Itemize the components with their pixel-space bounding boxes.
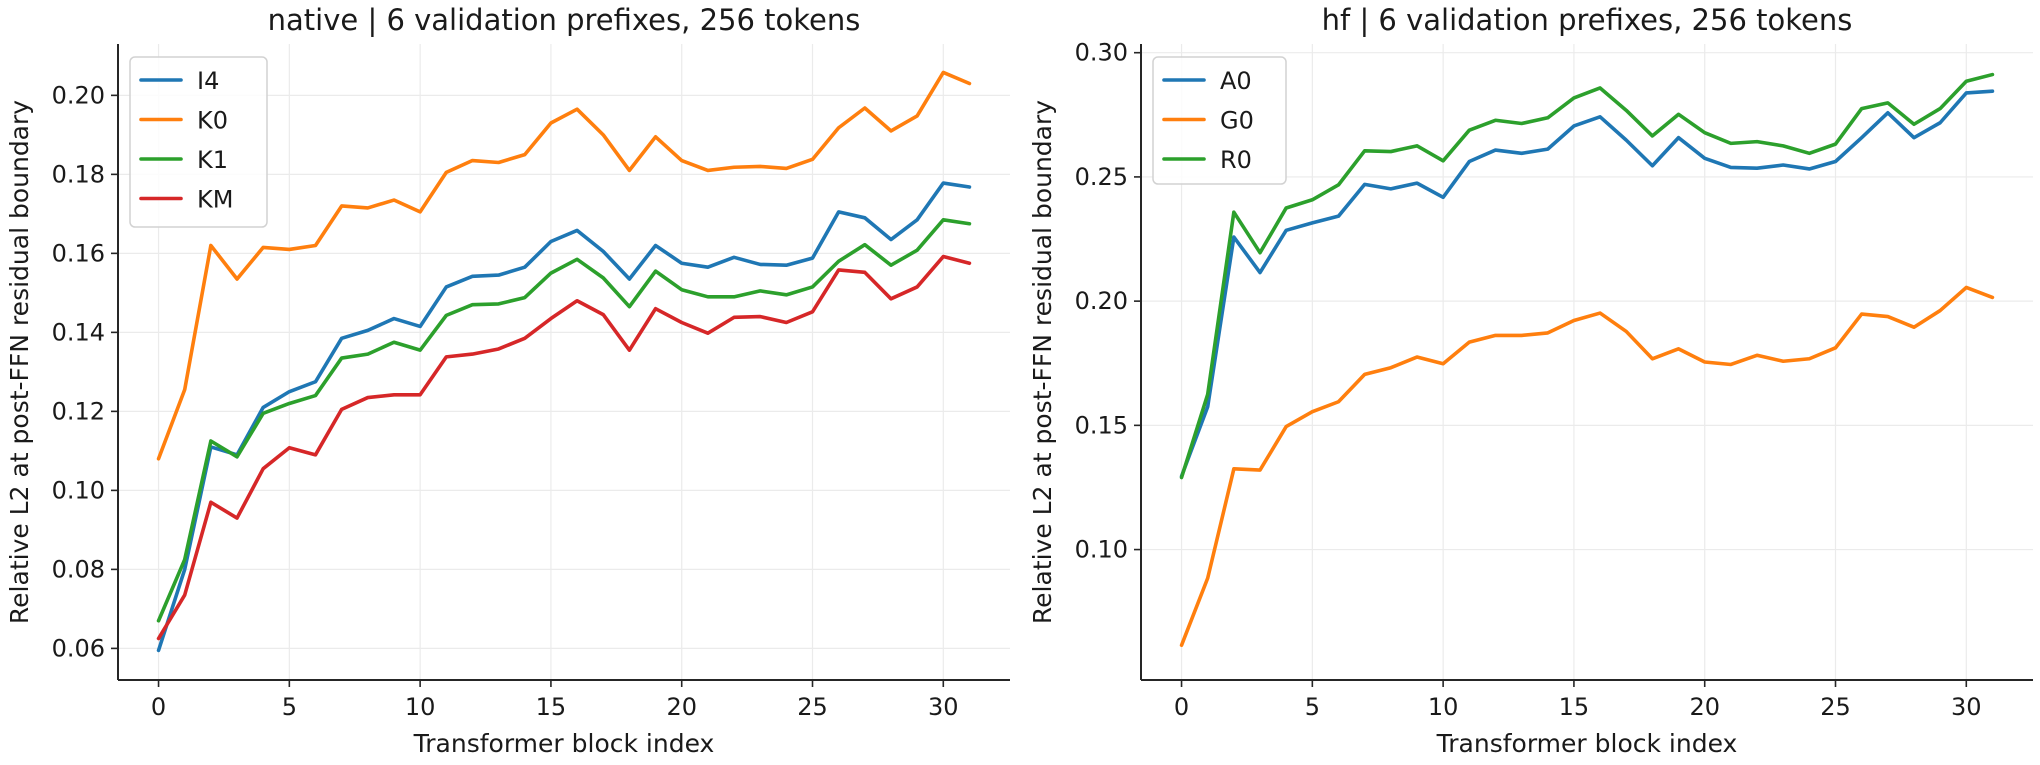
x-tick-label: 20 xyxy=(1689,693,1720,721)
legend: I4 K0 K1 KM xyxy=(129,56,268,228)
x-axis-label: Transformer block index xyxy=(1436,729,1738,758)
legend-label-i4: I4 xyxy=(197,67,219,95)
x-tick-label: 0 xyxy=(151,693,166,721)
y-tick-label: 0.30 xyxy=(1075,39,1128,67)
chart-title: native | 6 validation prefixes, 256 toke… xyxy=(268,3,861,37)
y-tick-label: 0.16 xyxy=(52,239,105,267)
y-tick-label: 0.10 xyxy=(1075,536,1128,564)
x-tick-label: 30 xyxy=(1951,693,1982,721)
y-tick-label: 0.10 xyxy=(52,476,105,504)
y-tick-label: 0.18 xyxy=(52,160,105,188)
x-axis-label: Transformer block index xyxy=(413,729,715,758)
legend: A0 G0 R0 xyxy=(1152,56,1287,185)
x-tick-label: 0 xyxy=(1174,693,1189,721)
series-line-a0 xyxy=(1179,89,1995,479)
y-tick-label: 0.14 xyxy=(52,318,105,346)
x-tick-label: 10 xyxy=(1428,693,1459,721)
legend-label-a0: A0 xyxy=(1220,67,1252,95)
legend-label-g0: G0 xyxy=(1220,107,1254,135)
series-line-i4 xyxy=(156,181,972,653)
x-tick-label: 15 xyxy=(1559,693,1590,721)
hf-chart-panel: 0 5 10 15 20 25 30 0.10 0.15 0.20 0.25 0.30 hf | 6 v… xyxy=(1028,3,2033,758)
series-line-km xyxy=(156,254,972,641)
legend-label-k1: K1 xyxy=(197,146,228,174)
y-tick-label: 0.06 xyxy=(52,634,105,662)
x-tick-label: 20 xyxy=(666,693,697,721)
x-tick-label: 30 xyxy=(928,693,959,721)
series-line-k1 xyxy=(156,217,972,623)
x-tick-label: 25 xyxy=(1820,693,1851,721)
y-tick-label: 0.08 xyxy=(52,555,105,583)
x-tick-label: 25 xyxy=(797,693,828,721)
legend-label-km: KM xyxy=(197,186,233,214)
y-axis-label: Relative L2 at post-FFN residual boundar… xyxy=(5,100,34,624)
series-line-g0 xyxy=(1179,285,1995,648)
legend-label-r0: R0 xyxy=(1220,146,1252,174)
y-tick-label: 0.12 xyxy=(52,397,105,425)
x-tick-label: 10 xyxy=(405,693,436,721)
legend-label-k0: K0 xyxy=(197,107,228,135)
legend-frame xyxy=(1152,56,1287,185)
y-tick-label: 0.25 xyxy=(1075,163,1128,191)
chart-title: hf | 6 validation prefixes, 256 tokens xyxy=(1322,3,1853,37)
x-tick-label: 5 xyxy=(282,693,297,721)
y-axis-label: Relative L2 at post-FFN residual boundar… xyxy=(1028,100,1057,624)
series-line-r0 xyxy=(1179,72,1995,480)
native-chart-panel: 0 5 10 15 20 25 30 0.06 0.08 0.10 0.12 0.14 0.16 0.18… xyxy=(5,3,1010,758)
y-tick-label: 0.20 xyxy=(1075,287,1128,315)
x-tick-label: 15 xyxy=(536,693,567,721)
y-tick-label: 0.20 xyxy=(52,81,105,109)
y-tick-label: 0.15 xyxy=(1075,411,1128,439)
legend-frame xyxy=(129,56,268,228)
series-line-k0 xyxy=(156,70,972,461)
x-tick-label: 5 xyxy=(1305,693,1320,721)
